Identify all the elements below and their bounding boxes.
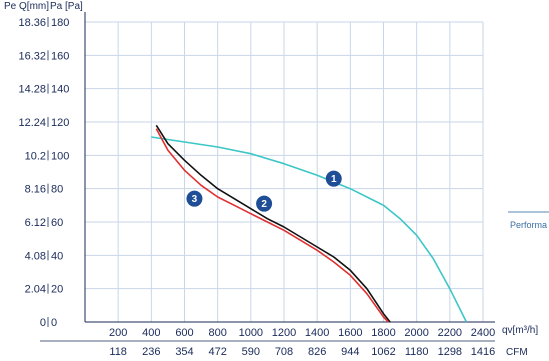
x-tick-label: 600 <box>175 327 193 339</box>
curve-marker-2 <box>256 195 273 212</box>
x-tick-label: 2400 <box>471 327 495 339</box>
x-tick-label: 1000 <box>239 327 263 339</box>
y-tick-label-pa: 60 <box>51 217 63 229</box>
x-tick-label: 400 <box>142 327 160 339</box>
y-tick-label-mm: 6.12 <box>25 217 46 229</box>
y-axis-title-left: Pe Q[mm] <box>4 1 49 12</box>
y-tick-label-mm: 4.08 <box>25 250 46 262</box>
curve-marker-label: 3 <box>192 194 198 205</box>
y-tick-label-pa: 0 <box>51 317 57 329</box>
x-tick-label-cfm: 1416 <box>471 346 495 358</box>
y-tick-label-mm: 8.16 <box>25 184 46 196</box>
x-tick-label-cfm: 118 <box>109 346 127 358</box>
y-tick-label-mm: 0 <box>40 317 46 329</box>
x-tick-label: 1200 <box>272 327 296 339</box>
y-tick-label-pa: 160 <box>51 50 69 62</box>
x-tick-label-cfm: 590 <box>242 346 260 358</box>
x-tick-label: 800 <box>208 327 226 339</box>
x-tick-label-cfm: 1062 <box>371 346 395 358</box>
y-tick-label-mm: 14.28 <box>18 84 46 96</box>
x-tick-label-cfm: 472 <box>208 346 226 358</box>
markers-group: 1 2 3 <box>186 170 342 212</box>
y-tick-label-pa: 40 <box>51 250 63 262</box>
y-tick-label-pa: 180 <box>51 17 69 29</box>
x-tick-label-cfm: 236 <box>142 346 160 358</box>
y-tick-label-mm: 12.24 <box>18 117 46 129</box>
x-tick-label-cfm: 1298 <box>438 346 462 358</box>
grid <box>85 21 484 323</box>
y-tick-label-mm: 10.2 <box>25 150 46 162</box>
legend-text: Performa <box>510 220 547 230</box>
curve-marker-1 <box>325 170 342 187</box>
y-tick-label-pa: 20 <box>51 284 63 296</box>
x-tick-label-cfm: 1180 <box>405 346 429 358</box>
x-secondary-unit-label: CFM <box>506 347 528 358</box>
x-tick-label: 1800 <box>371 327 395 339</box>
series-line-3 <box>155 128 390 323</box>
x-tick-label-cfm: 826 <box>308 346 326 358</box>
series-group <box>151 124 468 323</box>
y-tick-label-pa: 80 <box>51 184 63 196</box>
y-tick-label-pa: 120 <box>51 117 69 129</box>
x-tick-label-cfm: 708 <box>275 346 293 358</box>
x-unit-label: qv[m³/h] <box>502 325 538 336</box>
curve-marker-label: 2 <box>261 199 267 210</box>
y-tick-label-mm: 2.04 <box>25 284 46 296</box>
x-tick-label: 1400 <box>305 327 329 339</box>
curve-marker-3 <box>186 190 203 207</box>
series-line-1 <box>151 136 468 323</box>
y-tick-label-mm: 18.36 <box>18 17 46 29</box>
x-tick-label: 200 <box>109 327 127 339</box>
x-tick-label: 2200 <box>438 327 462 339</box>
x-tick-label-cfm: 944 <box>341 346 359 358</box>
y-tick-label-pa: 140 <box>51 84 69 96</box>
curve-marker-label: 1 <box>331 174 337 185</box>
x-tick-label-cfm: 354 <box>175 346 193 358</box>
x-tick-label: 2000 <box>404 327 428 339</box>
y-tick-label-mm: 16.32 <box>18 50 46 62</box>
y-axis-title-right: Pa [Pa] <box>50 1 83 12</box>
series-line-2 <box>155 124 391 323</box>
x-tick-label: 1600 <box>338 327 362 339</box>
y-tick-label-pa: 100 <box>51 150 69 162</box>
